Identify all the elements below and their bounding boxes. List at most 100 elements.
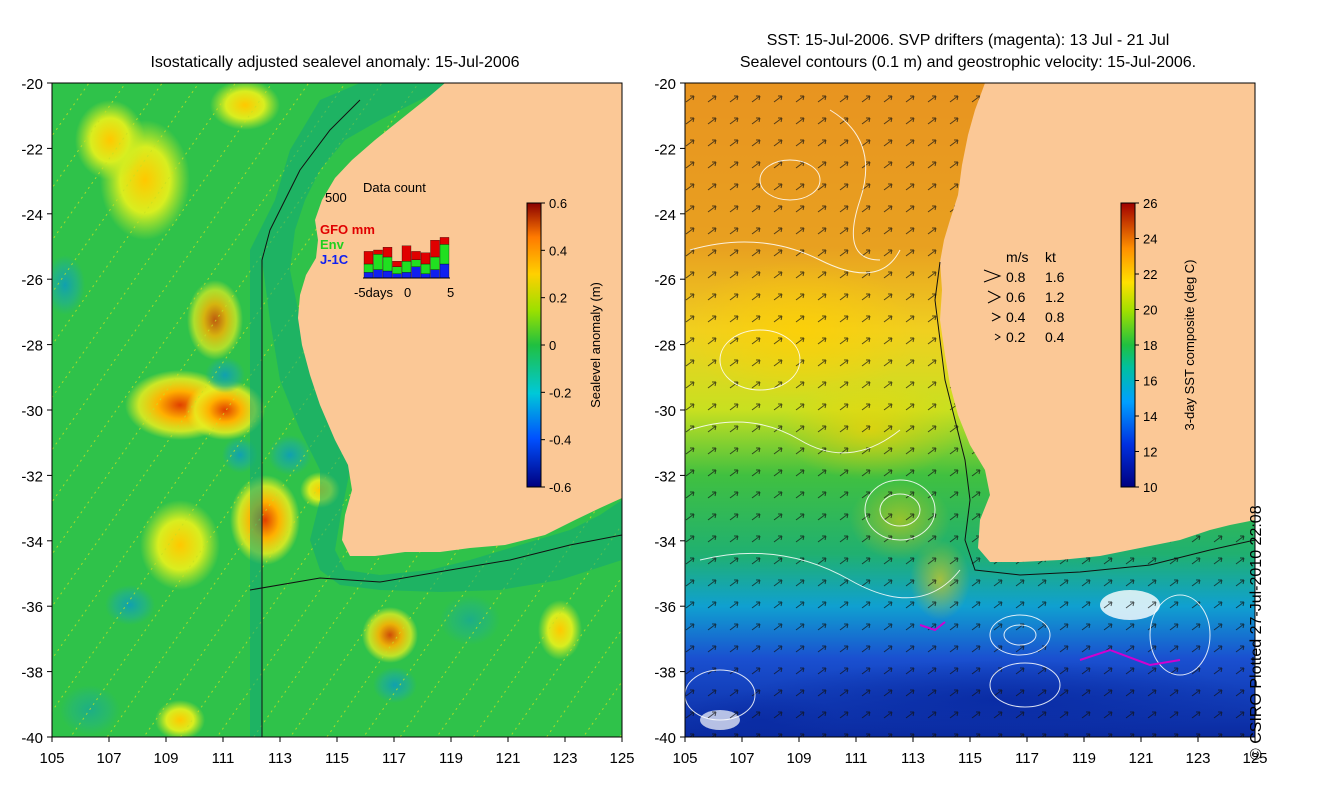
inset-bar-env <box>411 259 421 267</box>
sst-lat-label: -40 <box>654 730 676 747</box>
ssh-lon-axis: 105 107 109 111 113 115 117 119 121 123 125 <box>39 737 635 767</box>
sst-lon-label: 105 <box>672 750 697 767</box>
inset-bar-env <box>373 254 383 270</box>
sst-landmass <box>940 83 1255 562</box>
sst-lon-label: 109 <box>786 750 811 767</box>
ssh-colorbar-tick-label: -0.2 <box>549 385 571 400</box>
sst-colorbar-tick-label: 22 <box>1143 267 1157 282</box>
velocity-kt-value: 0.8 <box>1045 309 1065 325</box>
sst-lon-label: 115 <box>958 750 982 767</box>
ssh-lat-label: -30 <box>21 403 43 420</box>
inset-bar-gfo <box>401 245 412 262</box>
copyright-credit: © CSIRO Plotted 27-Jul-2010 22:08 <box>1248 505 1265 760</box>
velocity-kt-value: 1.2 <box>1045 289 1065 305</box>
sst-lon-label: 125 <box>1242 750 1267 767</box>
sst-lon-label: 117 <box>1015 750 1039 767</box>
ssh-lon-label: 117 <box>382 750 406 767</box>
ssh-lon-label: 111 <box>212 750 235 767</box>
inset-bar-env <box>392 266 402 274</box>
sst-colorbar-tick-label: 20 <box>1143 303 1157 318</box>
sst-lat-label: -20 <box>654 76 676 93</box>
ssh-continental-shelf <box>250 83 622 737</box>
sst-colorbar: 26 24 22 20 18 16 14 12 10 3-day SST composite (… <box>1120 196 1197 495</box>
sst-lat-label: -28 <box>654 338 676 355</box>
inset-bar-env <box>382 256 393 272</box>
inset-bar-j1c <box>430 269 440 279</box>
velocity-ms-value: 0.6 <box>1006 289 1026 305</box>
ssh-lon-label: 121 <box>495 750 520 767</box>
sst-lat-label: -30 <box>654 403 676 420</box>
ssh-colorbar-tick-label: 0.6 <box>549 196 567 211</box>
inset-bar-env <box>363 263 374 273</box>
ssh-lat-label: -24 <box>21 207 43 224</box>
arrow-0-4-icon <box>991 312 1002 322</box>
arrow-0-2-icon <box>994 333 1001 341</box>
ssh-lat-label: -40 <box>21 730 43 747</box>
inset-bar-j1c <box>363 272 374 279</box>
ssh-lon-label: 115 <box>325 750 349 767</box>
ssh-colorbar-scale <box>526 202 542 488</box>
sst-lon-label: 107 <box>729 750 754 767</box>
ssh-lon-label: 107 <box>96 750 121 767</box>
inset-bar-gfo <box>373 249 383 255</box>
sst-lon-axis: 105 107 109 111 113 115 117 119 121 123 125 <box>672 737 1268 767</box>
sst-lon-label: 119 <box>1072 750 1096 767</box>
inset-bar-j1c <box>382 270 393 279</box>
sst-lat-label: -22 <box>654 141 676 158</box>
inset-x-label-end: 5 <box>447 285 454 300</box>
ssh-colorbar-tick-label: 0 <box>549 338 556 353</box>
sst-lat-label: -34 <box>654 534 676 551</box>
ssh-lat-label: -20 <box>21 76 43 93</box>
inset-bar-env <box>420 263 431 274</box>
velocity-kt-value: 1.6 <box>1045 269 1065 285</box>
ssh-map-title: Isostatically adjusted sealevel anomaly:… <box>150 54 519 71</box>
sst-colorbar-label: 3-day SST composite (deg C) <box>1182 260 1197 431</box>
inset-bar-gfo <box>430 240 440 258</box>
velocity-legend: m/s kt 0.8 1.6 0.6 1.2 0.4 0.8 0.2 0.4 <box>983 249 1065 345</box>
velocity-kt-value: 0.4 <box>1045 329 1065 345</box>
sst-colorbar-tick-label: 16 <box>1143 374 1157 389</box>
ssh-colorbar-tick-label: -0.6 <box>549 480 571 495</box>
inset-bar-gfo <box>382 247 393 258</box>
velocity-ms-value: 0.8 <box>1006 269 1026 285</box>
inset-title: Data count <box>363 180 426 195</box>
ssh-lat-label: -22 <box>21 141 43 158</box>
ssh-lon-label: 109 <box>153 750 178 767</box>
sst-colorbar-tick-label: 18 <box>1143 338 1157 353</box>
inset-bar-j1c <box>392 273 402 279</box>
inset-bar-j1c <box>373 269 383 279</box>
sst-colorbar-tick-label: 26 <box>1143 196 1157 211</box>
sst-lat-axis: -20 -22 -24 -26 -28 -30 -32 -34 -36 -38 -40 <box>654 76 685 747</box>
ssh-lon-label: 119 <box>439 750 463 767</box>
velocity-ms-value: 0.4 <box>1006 309 1026 325</box>
arrow-0-8-icon <box>983 269 1002 283</box>
sst-lon-label: 121 <box>1128 750 1153 767</box>
sst-lon-label: 113 <box>901 750 925 767</box>
ssh-lon-label: 125 <box>609 750 634 767</box>
ssh-colorbar-tick-label: -0.4 <box>549 433 571 448</box>
sst-map-title-2: Sealevel contours (0.1 m) and geostrophi… <box>740 54 1196 71</box>
ssh-lat-label: -32 <box>21 468 43 485</box>
svp-drifter-track <box>1079 648 1181 667</box>
sst-lat-label: -26 <box>654 272 676 289</box>
sst-colorbar-tick-label: 10 <box>1143 480 1157 495</box>
ssh-isobath <box>261 99 361 737</box>
ssh-lat-label: -38 <box>21 665 43 682</box>
inset-bar-gfo <box>420 252 431 265</box>
inset-bar-gfo <box>411 251 421 260</box>
ssh-lat-label: -28 <box>21 338 43 355</box>
velocity-header-kt: kt <box>1045 249 1056 265</box>
sst-map-title-1: SST: 15-Jul-2006. SVP drifters (magenta)… <box>767 32 1170 49</box>
sst-lat-label: -38 <box>654 665 676 682</box>
sst-colorbar-scale <box>1120 202 1136 488</box>
ssh-lat-axis: -20 -22 -24 -26 -28 -30 -32 -34 -36 -38 -40 <box>21 76 52 747</box>
ssh-colorbar-tick-label: 0.4 <box>549 243 567 258</box>
inset-bar-env <box>439 244 450 265</box>
inset-bar-env <box>430 256 440 270</box>
inset-bar-gfo <box>392 261 402 267</box>
ssh-lon-label: 105 <box>39 750 64 767</box>
sst-colorbar-tick-label: 24 <box>1143 232 1157 247</box>
sealevel-contours <box>685 109 1211 721</box>
sst-lon-label: 111 <box>845 750 868 767</box>
